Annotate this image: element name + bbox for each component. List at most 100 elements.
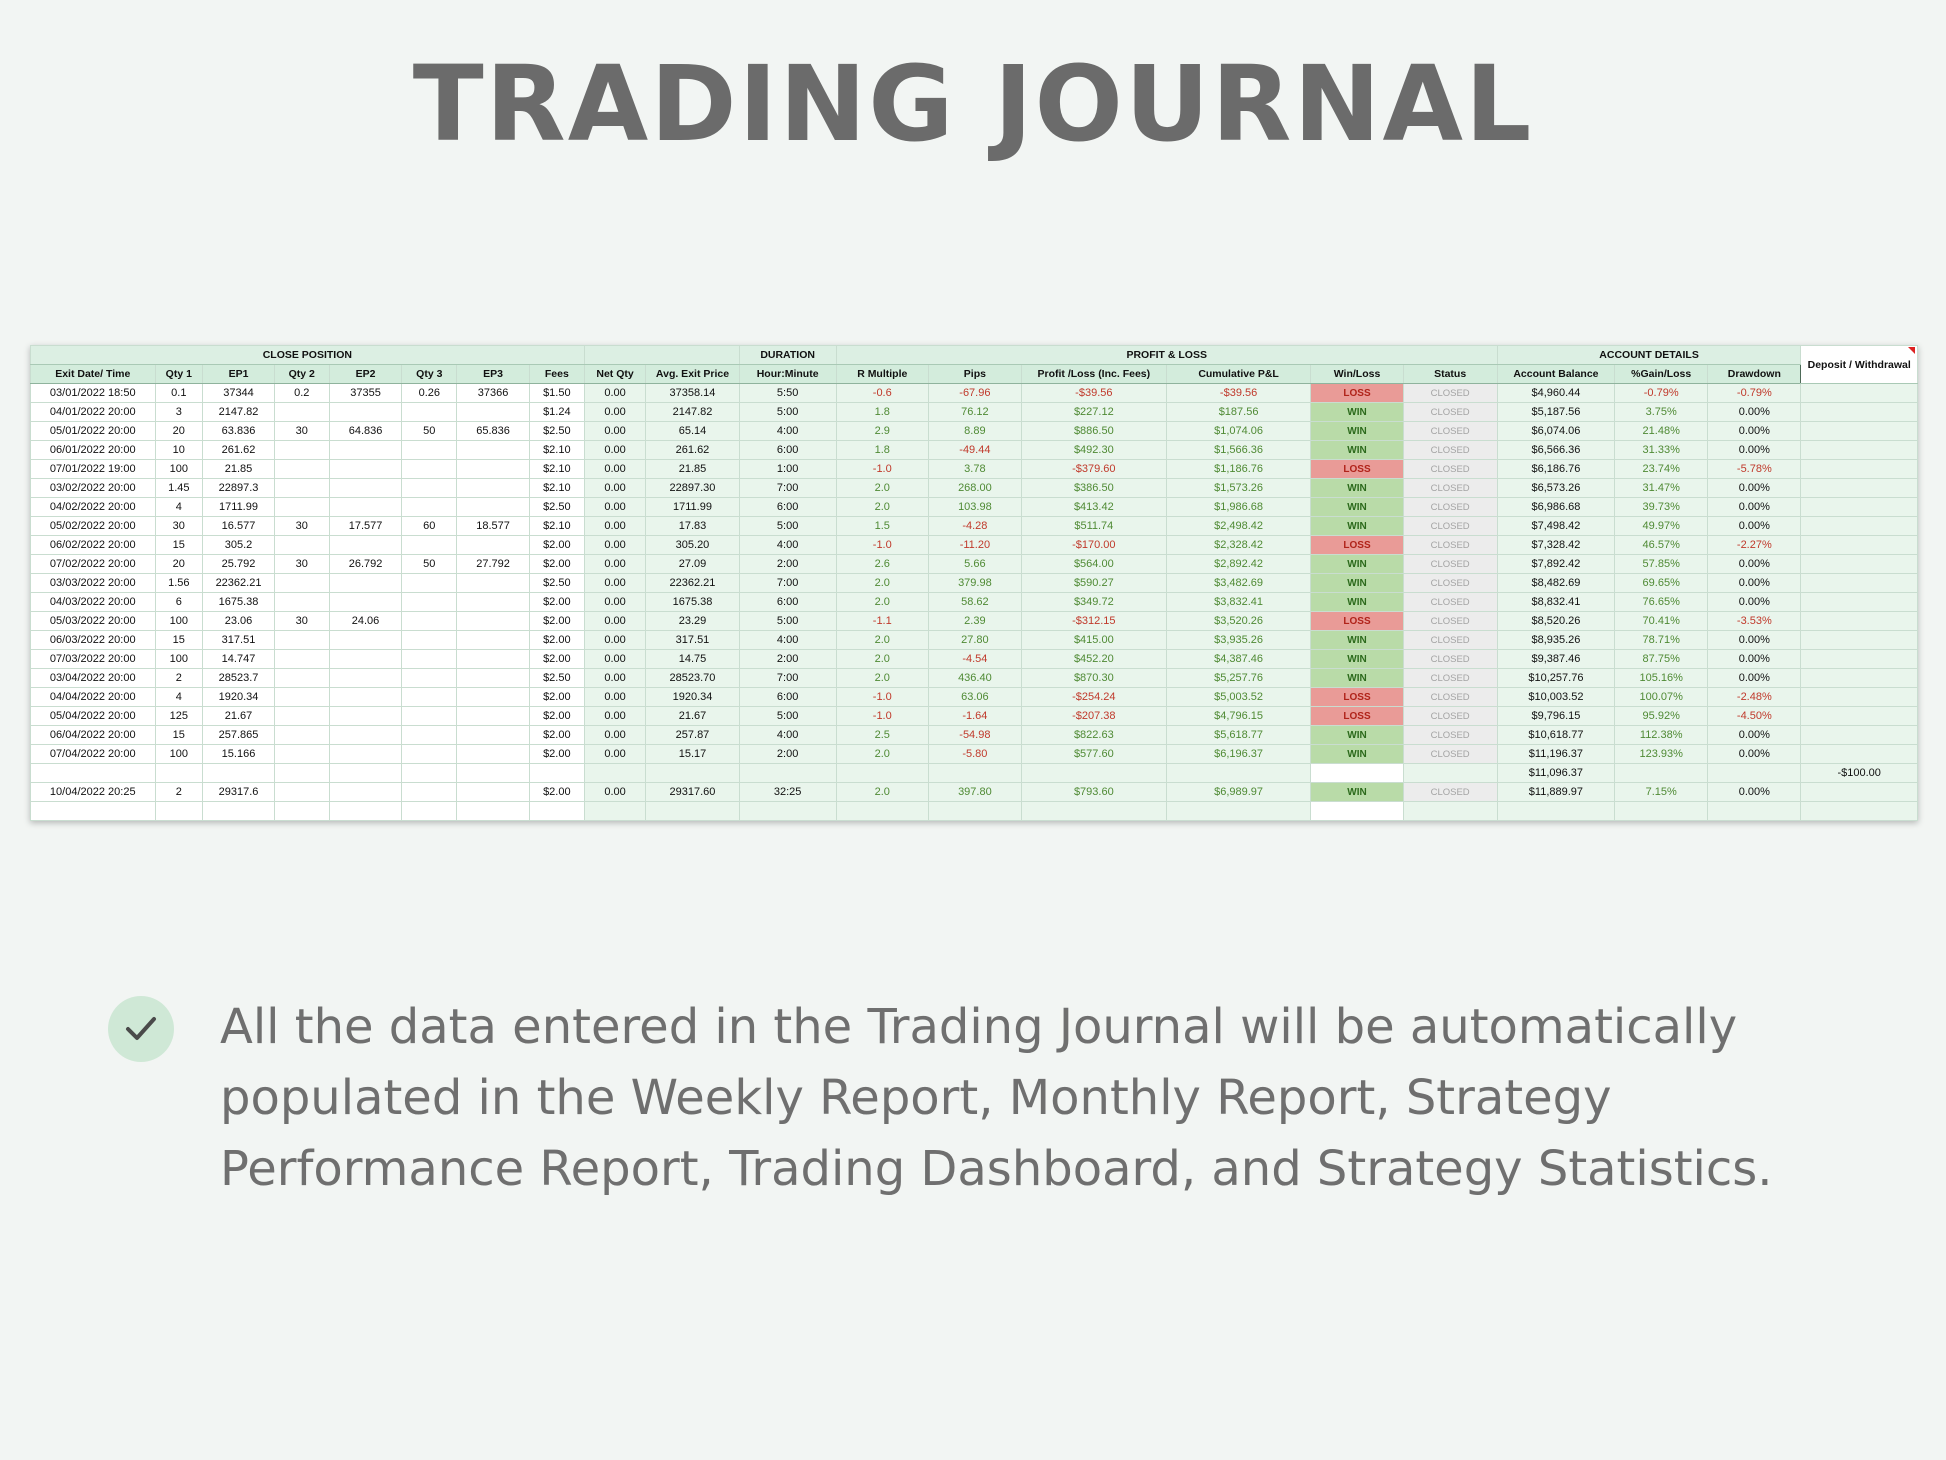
cell-win-loss[interactable]: LOSS — [1310, 535, 1404, 555]
cell-exit-date[interactable]: 06/01/2022 20:00 — [30, 440, 156, 460]
cell-ep1[interactable] — [202, 801, 275, 821]
cell-r-multiple[interactable]: 2.0 — [835, 649, 929, 669]
cell-gain-loss[interactable]: 78.71% — [1614, 630, 1709, 650]
column-header-ep2[interactable]: EP2 — [328, 364, 403, 384]
cell-ep2[interactable] — [328, 592, 403, 612]
cell-fees[interactable]: $2.50 — [529, 421, 585, 441]
cell-status[interactable]: CLOSED — [1402, 383, 1498, 403]
cell-ep2[interactable] — [328, 630, 403, 650]
cell-win-loss[interactable]: WIN — [1310, 630, 1404, 650]
cell-ep2[interactable] — [328, 687, 403, 707]
cell-fees[interactable]: $2.00 — [529, 687, 585, 707]
cell-net-qty[interactable]: 0.00 — [583, 554, 647, 574]
cell-qty1[interactable] — [154, 801, 204, 821]
cell-pips[interactable]: 5.66 — [927, 554, 1022, 574]
cell-ep2[interactable] — [328, 763, 403, 783]
cell-ep3[interactable] — [456, 706, 530, 726]
cell-pips[interactable]: -54.98 — [927, 725, 1022, 745]
cell-qty2[interactable] — [273, 573, 330, 593]
cell-account-balance[interactable]: $11,096.37 — [1496, 763, 1616, 783]
column-header-hour-minute[interactable]: Hour:Minute — [738, 364, 837, 384]
cell-qty3[interactable] — [401, 402, 458, 422]
cell-exit-date[interactable]: 07/01/2022 19:00 — [30, 459, 156, 479]
cell-gain-loss[interactable] — [1614, 801, 1709, 821]
cell-drawdown[interactable]: 0.00% — [1707, 725, 1802, 745]
column-header-qty2[interactable]: Qty 2 — [273, 364, 330, 384]
cell-deposit-withdrawal[interactable] — [1800, 573, 1918, 593]
cell-cumulative-pnl[interactable]: $1,573.26 — [1165, 478, 1312, 498]
cell-qty3[interactable] — [401, 687, 458, 707]
cell-deposit-withdrawal[interactable] — [1800, 687, 1918, 707]
cell-ep3[interactable]: 65.836 — [456, 421, 530, 441]
cell-profit-loss[interactable]: $413.42 — [1020, 497, 1167, 517]
cell-ep3[interactable] — [456, 649, 530, 669]
cell-avg-exit-price[interactable]: 21.85 — [645, 459, 740, 479]
cell-r-multiple[interactable]: 2.6 — [835, 554, 929, 574]
cell-pips[interactable]: 58.62 — [927, 592, 1022, 612]
cell-qty1[interactable]: 15 — [154, 630, 204, 650]
cell-status[interactable]: CLOSED — [1402, 440, 1498, 460]
cell-qty2[interactable] — [273, 592, 330, 612]
cell-status[interactable]: CLOSED — [1402, 687, 1498, 707]
cell-hour-minute[interactable]: 6:00 — [738, 497, 837, 517]
column-header-cumulative-pnl[interactable]: Cumulative P&L — [1165, 364, 1312, 384]
cell-ep2[interactable] — [328, 497, 403, 517]
column-header-gain-loss[interactable]: %Gain/Loss — [1614, 364, 1709, 384]
cell-fees[interactable]: $2.50 — [529, 668, 585, 688]
cell-avg-exit-price[interactable]: 37358.14 — [645, 383, 740, 403]
cell-avg-exit-price[interactable]: 29317.60 — [645, 782, 740, 802]
cell-status[interactable]: CLOSED — [1402, 725, 1498, 745]
cell-account-balance[interactable]: $10,257.76 — [1496, 668, 1616, 688]
cell-account-balance[interactable]: $9,796.15 — [1496, 706, 1616, 726]
cell-hour-minute[interactable]: 6:00 — [738, 592, 837, 612]
cell-avg-exit-price[interactable]: 28523.70 — [645, 668, 740, 688]
cell-drawdown[interactable]: 0.00% — [1707, 402, 1802, 422]
cell-drawdown[interactable]: 0.00% — [1707, 744, 1802, 764]
cell-exit-date[interactable]: 03/02/2022 20:00 — [30, 478, 156, 498]
cell-avg-exit-price[interactable] — [645, 763, 740, 783]
cell-profit-loss[interactable]: $386.50 — [1020, 478, 1167, 498]
cell-ep2[interactable] — [328, 440, 403, 460]
cell-profit-loss[interactable]: -$207.38 — [1020, 706, 1167, 726]
cell-ep2[interactable]: 37355 — [328, 383, 403, 403]
cell-ep2[interactable] — [328, 668, 403, 688]
column-header-qty1[interactable]: Qty 1 — [154, 364, 204, 384]
cell-r-multiple[interactable]: 2.9 — [835, 421, 929, 441]
cell-pips[interactable]: 8.89 — [927, 421, 1022, 441]
cell-profit-loss[interactable]: $590.27 — [1020, 573, 1167, 593]
cell-pips[interactable]: -1.64 — [927, 706, 1022, 726]
cell-r-multiple[interactable] — [835, 801, 929, 821]
cell-drawdown[interactable]: 0.00% — [1707, 649, 1802, 669]
cell-gain-loss[interactable]: -0.79% — [1614, 383, 1709, 403]
cell-qty1[interactable]: 3 — [154, 402, 204, 422]
cell-status[interactable]: CLOSED — [1402, 402, 1498, 422]
column-header-net-qty[interactable]: Net Qty — [583, 364, 647, 384]
cell-avg-exit-price[interactable]: 1675.38 — [645, 592, 740, 612]
cell-ep2[interactable] — [328, 535, 403, 555]
cell-pips[interactable]: 103.98 — [927, 497, 1022, 517]
cell-gain-loss[interactable]: 100.07% — [1614, 687, 1709, 707]
cell-qty3[interactable] — [401, 440, 458, 460]
cell-win-loss[interactable]: WIN — [1310, 649, 1404, 669]
cell-fees[interactable]: $2.00 — [529, 630, 585, 650]
cell-qty2[interactable] — [273, 630, 330, 650]
cell-drawdown[interactable]: -5.78% — [1707, 459, 1802, 479]
cell-ep2[interactable] — [328, 402, 403, 422]
cell-qty3[interactable] — [401, 782, 458, 802]
cell-qty3[interactable] — [401, 611, 458, 631]
column-header-win-loss[interactable]: Win/Loss — [1310, 364, 1404, 384]
cell-net-qty[interactable]: 0.00 — [583, 782, 647, 802]
cell-r-multiple[interactable]: -0.6 — [835, 383, 929, 403]
cell-gain-loss[interactable]: 7.15% — [1614, 782, 1709, 802]
cell-hour-minute[interactable]: 2:00 — [738, 744, 837, 764]
cell-ep2[interactable] — [328, 573, 403, 593]
cell-r-multiple[interactable]: 2.0 — [835, 497, 929, 517]
cell-ep3[interactable] — [456, 592, 530, 612]
cell-win-loss[interactable]: WIN — [1310, 744, 1404, 764]
cell-win-loss[interactable]: WIN — [1310, 554, 1404, 574]
cell-profit-loss[interactable]: $452.20 — [1020, 649, 1167, 669]
cell-exit-date[interactable]: 05/03/2022 20:00 — [30, 611, 156, 631]
cell-pips[interactable]: 2.39 — [927, 611, 1022, 631]
cell-account-balance[interactable]: $11,889.97 — [1496, 782, 1616, 802]
cell-cumulative-pnl[interactable]: $5,618.77 — [1165, 725, 1312, 745]
